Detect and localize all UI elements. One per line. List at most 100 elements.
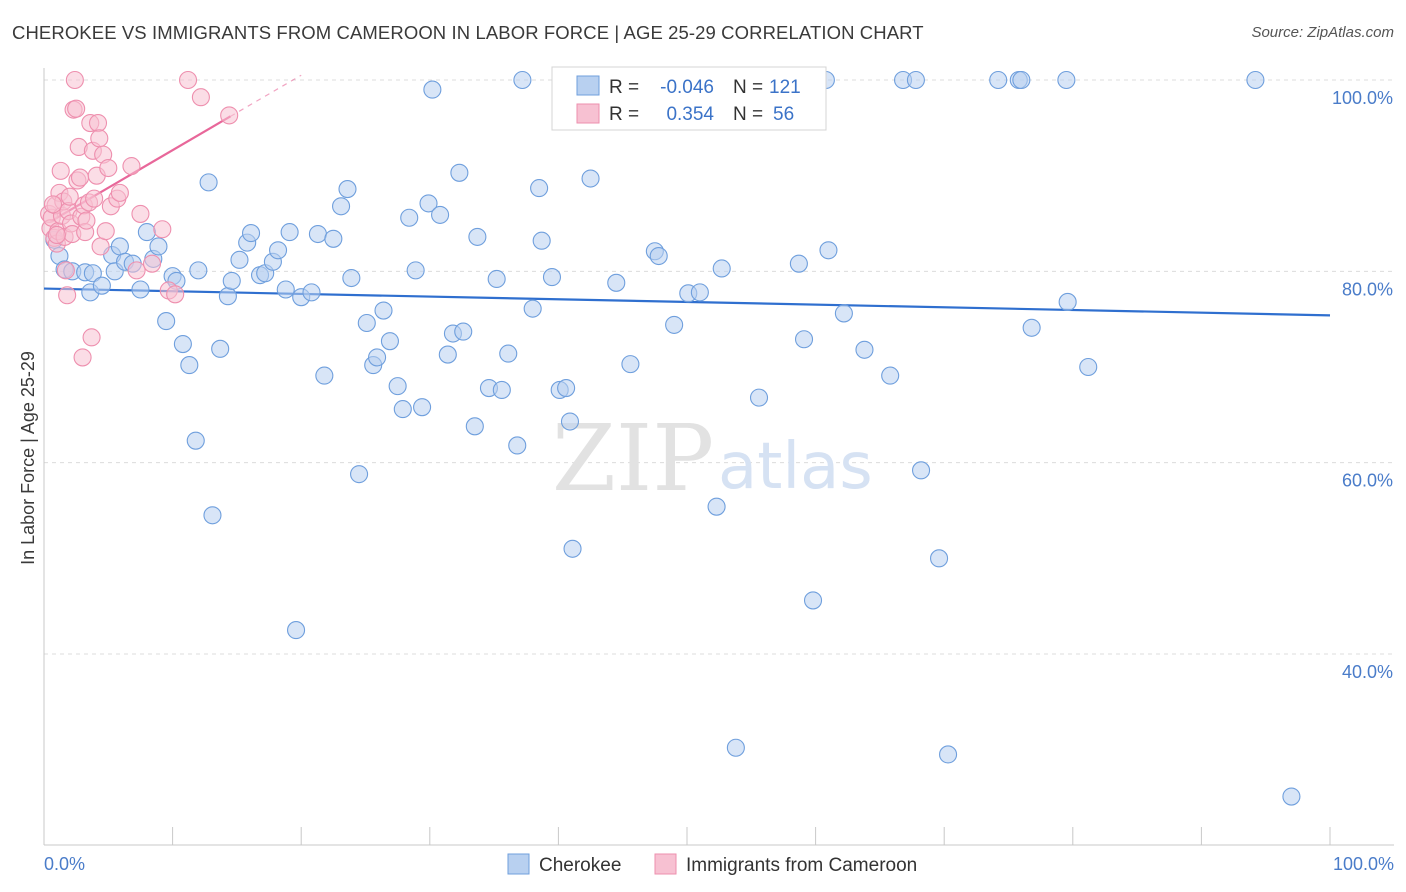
cherokee-point-118: [1079, 357, 1098, 377]
cameroon-point-15: [60, 187, 79, 206]
cherokee-point-69: [492, 380, 511, 400]
cameroon-point-36: [90, 129, 109, 148]
chart-source: Source: ZipAtlas.com: [1251, 24, 1394, 41]
cherokee-point-68: [487, 269, 506, 289]
cameroon-point-19: [65, 70, 84, 90]
cherokee-point-37: [280, 223, 299, 242]
cherokee-point-74: [530, 179, 549, 198]
cherokee-point-22: [186, 431, 205, 450]
cameroon-point-20: [67, 99, 86, 118]
cameroon-point-40: [99, 158, 118, 178]
cherokee-point-89: [707, 497, 726, 516]
x-tick-label-min: 0.0%: [44, 854, 85, 874]
series-legend-label-cameroon: Immigrants from Cameroon: [686, 855, 917, 876]
cherokee-point-10: [110, 237, 129, 256]
cameroon-point-39: [96, 222, 115, 241]
y-tick-label-3: 40.0%: [1342, 662, 1393, 682]
cherokee-point-111: [939, 745, 958, 764]
cherokee-point-86: [665, 315, 684, 334]
cherokee-point-72: [513, 70, 532, 90]
cherokee-point-73: [523, 299, 542, 318]
cameroon-point-13: [58, 286, 77, 305]
cherokee-point-23: [189, 261, 208, 280]
cherokee-point-21: [180, 356, 199, 375]
cherokee-point-103: [819, 241, 838, 260]
cherokee-point-64: [454, 322, 473, 341]
cherokee-point-24: [199, 173, 218, 192]
cherokee-point-28: [222, 271, 241, 290]
cherokee-point-56: [406, 261, 425, 280]
cameroon-point-54: [43, 195, 63, 214]
series-legend-swatch-cherokee: [507, 853, 530, 875]
cherokee-point-76: [542, 268, 562, 287]
legend-swatch-cameroon: [576, 103, 600, 124]
cherokee-point-75: [532, 231, 551, 250]
cherokee-point-112: [989, 70, 1008, 90]
cherokee-point-57: [413, 398, 432, 417]
cameroon-point-44: [122, 157, 141, 176]
cameroon-point-46: [131, 204, 150, 223]
cherokee-point-104: [834, 304, 853, 323]
cherokee-point-71: [508, 436, 527, 455]
cherokee-point-43: [324, 229, 343, 248]
watermark: ZIP atlas: [552, 405, 873, 512]
cherokee-point-95: [749, 388, 769, 407]
cameroon-point-25: [73, 348, 92, 367]
legend-n-value-1: 121: [769, 77, 801, 98]
x-ticks: [43, 827, 1331, 845]
cherokee-point-61: [438, 345, 457, 364]
cherokee-point-65: [465, 417, 484, 436]
cherokee-point-78: [557, 378, 576, 398]
y-tick-labels: 100.0% 80.0% 60.0% 40.0%: [1332, 88, 1393, 682]
cameroon-point-23: [70, 168, 90, 187]
cherokee-point-115: [1022, 318, 1041, 337]
cherokee-point-25: [203, 506, 222, 525]
legend-swatch-cherokee: [576, 75, 600, 96]
cherokee-point-31: [241, 224, 261, 243]
cherokee-point-26: [211, 339, 230, 358]
watermark-atlas: atlas: [718, 430, 873, 504]
cherokee-point-20: [173, 334, 192, 354]
y-tick-label-0: 100.0%: [1332, 88, 1393, 108]
cherokee-point-88: [690, 283, 709, 302]
cherokee-point-46: [342, 268, 361, 288]
cherokee-point-120: [1282, 787, 1301, 806]
cherokee-point-16: [149, 237, 168, 256]
y-tick-label-1: 80.0%: [1342, 279, 1393, 299]
cherokee-point-36: [276, 280, 295, 299]
cherokee-point-47: [350, 465, 369, 484]
cherokee-point-29: [230, 250, 249, 269]
cherokee-point-6: [83, 264, 102, 283]
cherokee-point-85: [649, 246, 668, 266]
cherokee-point-119: [1246, 70, 1265, 90]
cherokee-point-98: [789, 254, 808, 273]
legend-r-label-1: R =: [609, 77, 639, 98]
cherokee-point-110: [930, 549, 949, 568]
cameroon-point-48: [153, 220, 172, 239]
cherokee-point-52: [380, 332, 399, 351]
legend-r-label-2: R =: [609, 104, 639, 125]
watermark-zip: ZIP: [552, 405, 714, 512]
cherokee-point-101: [803, 591, 823, 610]
cameroon-point-37: [91, 237, 110, 256]
series-legend-swatch-cameroon: [654, 853, 677, 875]
cherokee-point-80: [563, 539, 582, 558]
cameroon-point-35: [88, 114, 108, 133]
cherokee-point-70: [499, 344, 518, 363]
cameroon-point-12: [56, 261, 75, 280]
cherokee-point-79: [560, 412, 580, 431]
cherokee-point-63: [450, 163, 469, 182]
cherokee-point-44: [332, 197, 351, 216]
cherokee-point-14: [137, 223, 156, 242]
cherokee-point-116: [1057, 70, 1076, 90]
cameroon-point-31: [82, 328, 101, 347]
cherokee-point-45: [338, 180, 357, 199]
correlation-legend: R = -0.046 N = 121 R = 0.354 N = 56: [551, 66, 827, 131]
legend-n-value-2: 56: [773, 104, 794, 125]
cherokee-point-50: [368, 348, 387, 367]
y-tick-label-2: 60.0%: [1342, 471, 1393, 491]
cherokee-point-35: [269, 241, 288, 260]
cameroon-point-43: [110, 183, 129, 202]
cherokee-point-109: [912, 461, 931, 480]
